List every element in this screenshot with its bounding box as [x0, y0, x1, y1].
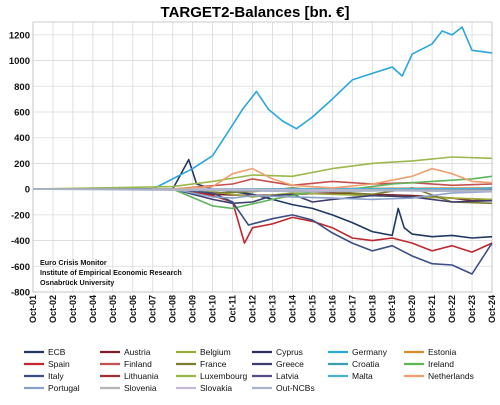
legend-label-germany: Germany — [352, 347, 388, 357]
y-tick-label: 200 — [14, 159, 30, 170]
series-line-netherlands — [33, 167, 493, 190]
x-tick-label: Oct-08 — [168, 295, 178, 323]
x-tick-label: Oct-09 — [188, 295, 198, 323]
series-line-portugal — [33, 188, 493, 201]
x-tick-label: Oct-02 — [48, 295, 58, 323]
x-tick-label: Oct-10 — [208, 295, 218, 323]
x-tick-label: Oct-12 — [248, 295, 258, 323]
x-tick-label: Oct-21 — [427, 295, 437, 323]
legend-label-out-ncbs: Out-NCBs — [276, 383, 315, 393]
plot-border — [32, 21, 493, 293]
x-tick-label: Oct-19 — [387, 295, 397, 323]
series-line-greece — [33, 188, 493, 205]
legend-label-cyprus: Cyprus — [276, 347, 303, 357]
x-tick-label: Oct-24 — [487, 295, 497, 323]
legend-label-croatia: Croatia — [352, 359, 380, 369]
legend-label-estonia: Estonia — [428, 347, 457, 357]
x-tick-label: Oct-05 — [108, 295, 118, 323]
x-tick-label: Oct-03 — [68, 295, 78, 323]
y-axis: -800 -600 -400 -200 0 200 400 600 800 1000 1200 — [9, 30, 30, 298]
legend-label-luxembourg: Luxembourg — [200, 371, 248, 381]
legend-label-slovenia: Slovenia — [124, 383, 157, 393]
y-tick-label: 600 — [14, 108, 30, 119]
legend-label-portugal: Portugal — [48, 383, 80, 393]
gridlines — [32, 21, 493, 293]
legend: ECB Austria Belgium Cyprus Germany Estonia Spa… — [24, 347, 474, 393]
legend-label-lithuania: Lithuania — [124, 371, 159, 381]
legend-label-spain: Spain — [48, 359, 70, 369]
x-tick-label: Oct-22 — [447, 295, 457, 323]
x-tick-label: Oct-20 — [407, 295, 417, 323]
x-tick-label: Oct-15 — [307, 295, 317, 323]
x-tick-label: Oct-07 — [148, 295, 158, 323]
x-tick-label: Oct-17 — [347, 295, 357, 323]
series-line-germany — [33, 26, 493, 190]
legend-label-latvia: Latvia — [276, 371, 299, 381]
legend-label-finland: Finland — [124, 359, 152, 369]
y-tick-label: 800 — [14, 82, 30, 93]
x-tick-label: Oct-04 — [88, 295, 98, 323]
y-tick-label: 400 — [14, 133, 30, 144]
y-tick-label: -800 — [11, 288, 30, 299]
series-line-ecb — [33, 158, 493, 239]
y-tick-label: -600 — [11, 262, 30, 273]
legend-label-malta: Malta — [352, 371, 373, 381]
x-tick-label: Oct-11 — [228, 295, 238, 323]
y-tick-label: 0 — [25, 185, 30, 196]
x-tick-label: Oct-16 — [327, 295, 337, 323]
legend-label-ireland: Ireland — [428, 359, 454, 369]
x-tick-label: Oct-18 — [367, 295, 377, 323]
source-note-line: Euro Crisis Monitor — [40, 258, 107, 267]
legend-label-belgium: Belgium — [200, 347, 231, 357]
legend-label-austria: Austria — [124, 347, 151, 357]
legend-label-france: France — [200, 359, 227, 369]
legend-label-greece: Greece — [276, 359, 304, 369]
y-tick-label: -200 — [11, 210, 30, 221]
legend-label-ecb: ECB — [48, 347, 66, 357]
y-tick-label: 1000 — [9, 56, 30, 67]
x-tick-label: Oct-01 — [28, 295, 38, 323]
series-line-italy — [33, 188, 493, 275]
chart-title: TARGET2-Balances [bn. €] — [161, 4, 350, 21]
x-tick-label: Oct-14 — [287, 295, 297, 323]
legend-label-slovakia: Slovakia — [200, 383, 232, 393]
x-tick-label: Oct-06 — [128, 295, 138, 323]
source-note-line: Osnabrück University — [40, 278, 114, 287]
plot-area — [32, 26, 493, 275]
series-line-out-ncbs — [32, 188, 493, 193]
y-tick-label: 1200 — [9, 30, 30, 41]
series-line-luxembourg — [32, 156, 493, 190]
legend-label-netherlands: Netherlands — [428, 371, 474, 381]
y-tick-label: -400 — [11, 236, 30, 247]
x-axis: Oct-01 Oct-02 Oct-03 Oct-04 Oct-05 Oct-06 Oct-… — [28, 295, 497, 323]
source-note-line: Institute of Empirical Economic Research — [40, 268, 182, 277]
legend-label-italy: Italy — [48, 371, 64, 381]
x-tick-label: Oct-13 — [267, 295, 277, 323]
x-tick-label: Oct-23 — [467, 295, 477, 323]
